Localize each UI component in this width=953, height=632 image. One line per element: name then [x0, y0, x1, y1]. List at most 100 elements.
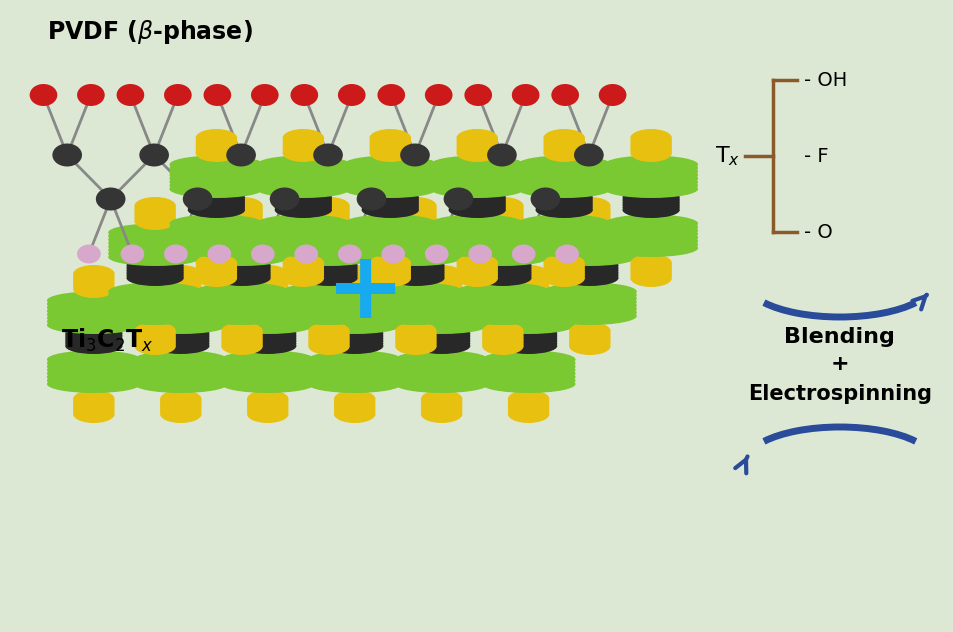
Ellipse shape — [542, 293, 637, 311]
Ellipse shape — [481, 351, 575, 368]
Ellipse shape — [221, 197, 262, 215]
Ellipse shape — [481, 206, 523, 224]
Ellipse shape — [395, 334, 436, 352]
Ellipse shape — [195, 263, 237, 281]
Ellipse shape — [213, 265, 271, 281]
Ellipse shape — [195, 248, 289, 266]
Ellipse shape — [120, 245, 144, 264]
Ellipse shape — [207, 245, 231, 264]
Ellipse shape — [543, 144, 584, 162]
Ellipse shape — [630, 141, 671, 159]
Ellipse shape — [73, 274, 114, 292]
Ellipse shape — [195, 129, 237, 147]
Ellipse shape — [542, 283, 637, 300]
Ellipse shape — [308, 368, 401, 386]
Ellipse shape — [133, 375, 228, 393]
Ellipse shape — [621, 197, 679, 213]
Ellipse shape — [507, 405, 549, 423]
Ellipse shape — [430, 162, 523, 181]
Ellipse shape — [108, 303, 202, 322]
Ellipse shape — [326, 336, 383, 351]
Ellipse shape — [569, 212, 610, 230]
Ellipse shape — [543, 257, 584, 275]
Ellipse shape — [270, 188, 299, 210]
Ellipse shape — [134, 334, 175, 352]
Ellipse shape — [430, 232, 523, 250]
Ellipse shape — [369, 241, 462, 259]
Ellipse shape — [481, 302, 575, 320]
Ellipse shape — [517, 162, 611, 181]
Ellipse shape — [430, 214, 523, 233]
Ellipse shape — [630, 254, 671, 272]
Ellipse shape — [560, 267, 618, 284]
Ellipse shape — [560, 265, 618, 281]
Ellipse shape — [247, 396, 288, 414]
Ellipse shape — [481, 322, 523, 340]
Ellipse shape — [188, 190, 245, 205]
Ellipse shape — [334, 271, 375, 289]
Ellipse shape — [517, 236, 611, 253]
Ellipse shape — [603, 236, 698, 253]
Ellipse shape — [170, 162, 263, 181]
Ellipse shape — [308, 331, 350, 349]
Ellipse shape — [221, 203, 262, 221]
Ellipse shape — [369, 138, 411, 156]
Ellipse shape — [481, 209, 523, 227]
Ellipse shape — [343, 229, 436, 246]
Ellipse shape — [170, 173, 263, 191]
Ellipse shape — [274, 197, 332, 213]
Ellipse shape — [395, 309, 488, 327]
Ellipse shape — [361, 192, 418, 208]
Ellipse shape — [308, 302, 401, 320]
Ellipse shape — [300, 267, 357, 284]
Ellipse shape — [569, 203, 610, 221]
Ellipse shape — [574, 143, 603, 166]
Ellipse shape — [195, 303, 289, 322]
Ellipse shape — [239, 333, 296, 349]
Ellipse shape — [395, 372, 488, 389]
Ellipse shape — [543, 260, 584, 278]
Ellipse shape — [542, 238, 637, 255]
Ellipse shape — [630, 135, 671, 153]
Ellipse shape — [195, 227, 289, 245]
Ellipse shape — [621, 200, 679, 216]
Ellipse shape — [108, 283, 202, 300]
Ellipse shape — [300, 265, 357, 281]
Ellipse shape — [282, 138, 324, 156]
Ellipse shape — [300, 262, 357, 279]
Ellipse shape — [47, 375, 141, 393]
Ellipse shape — [448, 202, 505, 218]
Ellipse shape — [73, 393, 114, 411]
Ellipse shape — [308, 372, 401, 389]
Ellipse shape — [569, 325, 610, 343]
Ellipse shape — [395, 298, 488, 317]
Ellipse shape — [395, 328, 436, 346]
Ellipse shape — [256, 218, 350, 236]
Ellipse shape — [160, 268, 201, 286]
Ellipse shape — [160, 393, 201, 411]
Ellipse shape — [308, 206, 350, 224]
Ellipse shape — [133, 351, 228, 368]
Ellipse shape — [170, 166, 263, 184]
Ellipse shape — [603, 166, 698, 184]
Ellipse shape — [195, 260, 237, 278]
Ellipse shape — [603, 159, 698, 177]
Ellipse shape — [507, 271, 549, 289]
Ellipse shape — [369, 269, 411, 287]
Ellipse shape — [308, 305, 401, 324]
Text: - O: - O — [803, 222, 832, 241]
Ellipse shape — [603, 176, 698, 195]
Ellipse shape — [603, 169, 698, 188]
Ellipse shape — [282, 293, 375, 311]
Ellipse shape — [481, 325, 523, 343]
Ellipse shape — [369, 132, 411, 150]
Ellipse shape — [413, 336, 470, 351]
Ellipse shape — [73, 405, 114, 423]
Ellipse shape — [188, 200, 245, 216]
Ellipse shape — [226, 143, 255, 166]
Ellipse shape — [343, 214, 436, 233]
Ellipse shape — [542, 224, 637, 241]
Ellipse shape — [456, 307, 549, 325]
Ellipse shape — [133, 365, 228, 382]
Ellipse shape — [195, 307, 289, 325]
